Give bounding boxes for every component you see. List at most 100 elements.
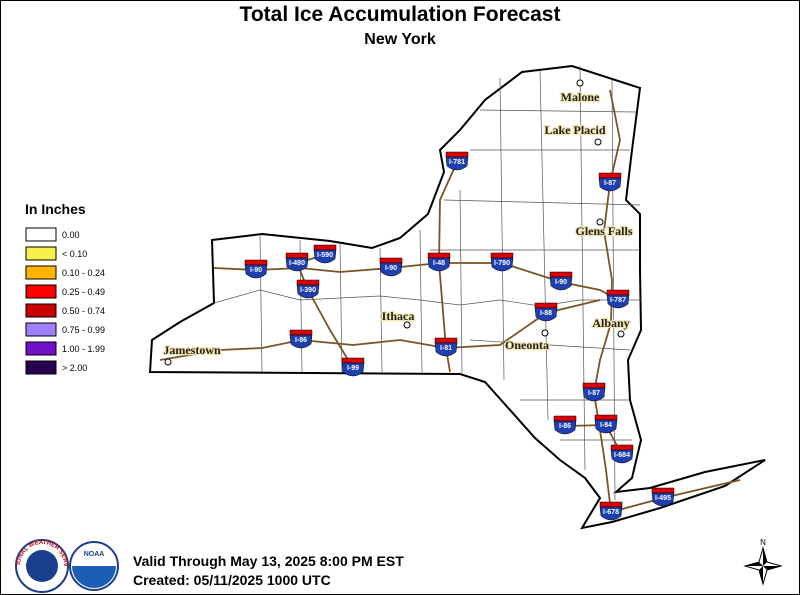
shield-top (599, 501, 623, 508)
shield-body (651, 492, 675, 507)
interstate-shield: I-678 (599, 501, 623, 521)
shield-body (490, 257, 514, 272)
shield-top (296, 279, 320, 286)
legend-title: In Inches (25, 201, 86, 217)
shield-label: I-86 (559, 423, 571, 430)
city-label: Malone (561, 90, 600, 104)
shield-label: I-590 (317, 252, 333, 259)
shield-body (610, 449, 634, 464)
legend-label: 0.00 (62, 230, 80, 240)
shield-label: I-90 (385, 265, 397, 272)
legend-label: 0.75 - 0.99 (62, 325, 105, 335)
legend-label: 0.25 - 0.49 (62, 287, 105, 297)
interstate-shield: I-90 (549, 271, 573, 291)
legend-swatch (25, 360, 57, 375)
shield-top (553, 415, 577, 422)
city-label: Albany (592, 316, 629, 330)
interstate-shield: I-86 (553, 415, 577, 435)
interstate-shield: I-84 (594, 414, 618, 434)
shield-top (598, 172, 622, 179)
shield-body (599, 506, 623, 521)
shield-top (289, 329, 313, 336)
shield-body (594, 419, 618, 434)
city-dot (596, 218, 604, 226)
shield-top (313, 244, 337, 251)
shield-top (549, 271, 573, 278)
county-lines (213, 65, 641, 501)
noaa-label: NOAA (84, 551, 105, 558)
shield-label: I-88 (540, 310, 552, 317)
shield-body (427, 257, 451, 272)
shield-label: I-87 (604, 180, 616, 187)
interstate-shield: I-48 (427, 252, 451, 272)
city-label: Ithaca (382, 309, 415, 323)
city-dot (541, 329, 549, 337)
shield-body (553, 420, 577, 435)
shield-top (610, 444, 634, 451)
shield-body (434, 342, 458, 357)
interstate-shield: I-87 (582, 382, 606, 402)
shield-body (244, 264, 268, 279)
legend-label: 0.10 - 0.24 (62, 268, 105, 278)
shield-top (445, 151, 469, 158)
cities: Malone Lake Placid Glens Falls Ithaca Albany… (162, 79, 634, 366)
city-dot (594, 138, 602, 146)
city-dot (164, 358, 172, 366)
legend-label: > 2.00 (62, 363, 87, 373)
shield-label: I-787 (610, 297, 626, 304)
shield-body (534, 307, 558, 322)
title: Total Ice Accumulation Forecast (240, 3, 561, 26)
legend-swatch (25, 265, 57, 280)
shield-label: I-495 (655, 495, 671, 502)
shield-body (549, 276, 573, 291)
legend-swatch (25, 322, 57, 337)
shield-top (594, 414, 618, 421)
interstate-shield: I-495 (651, 487, 675, 507)
legend-swatch (25, 246, 57, 261)
shield-top (285, 252, 309, 259)
interstate-shield: I-87 (598, 172, 622, 192)
shield-body (598, 177, 622, 192)
city-label: Glens Falls (575, 224, 632, 238)
shield-body (445, 156, 469, 171)
shield-label: I-87 (588, 390, 600, 397)
interstate-shield: I-781 (445, 151, 469, 171)
interstate-shield: I-390 (296, 279, 320, 299)
interstate-shield: I-88 (534, 302, 558, 322)
legend-label: 0.50 - 0.74 (62, 306, 105, 316)
subtitle: New York (364, 31, 436, 48)
shield-top (341, 357, 365, 364)
interstate-shield: I-684 (610, 444, 634, 464)
shield-label: I-81 (440, 345, 452, 352)
shield-top (434, 337, 458, 344)
shield-body (606, 294, 630, 309)
shield-top (606, 289, 630, 296)
legend-swatch (25, 284, 57, 299)
city-dot (403, 321, 411, 329)
legend: In Inches 0.00 < 0.10 0.10 - 0.24 0.25 - 0.… (25, 201, 105, 375)
shield-body (341, 362, 365, 377)
interstate-shield: I-90 (244, 259, 268, 279)
created-time: Created: 05/11/2025 1000 UTC (133, 572, 331, 588)
shield-top (582, 382, 606, 389)
shield-label: I-90 (555, 279, 567, 286)
shield-label: I-781 (449, 159, 465, 166)
shield-label: I-790 (494, 260, 510, 267)
legend-swatch (25, 341, 57, 356)
legend-label: 1.00 - 1.99 (62, 344, 105, 354)
interstate-shield: I-90 (379, 257, 403, 277)
shield-top (244, 259, 268, 266)
shield-label: I-678 (603, 509, 619, 516)
interstate-shield: I-590 (313, 244, 337, 264)
legend-swatch (25, 227, 57, 242)
city-label: Oneonta (505, 338, 549, 352)
shield-top (490, 252, 514, 259)
interstate-shield: I-490 (285, 252, 309, 272)
valid-time: Valid Through May 13, 2025 8:00 PM EST (133, 553, 404, 569)
city-label: Lake Placid (544, 123, 605, 137)
shield-label: I-90 (250, 267, 262, 274)
shield-body (285, 257, 309, 272)
shield-label: I-390 (300, 287, 316, 294)
shield-top (427, 252, 451, 259)
